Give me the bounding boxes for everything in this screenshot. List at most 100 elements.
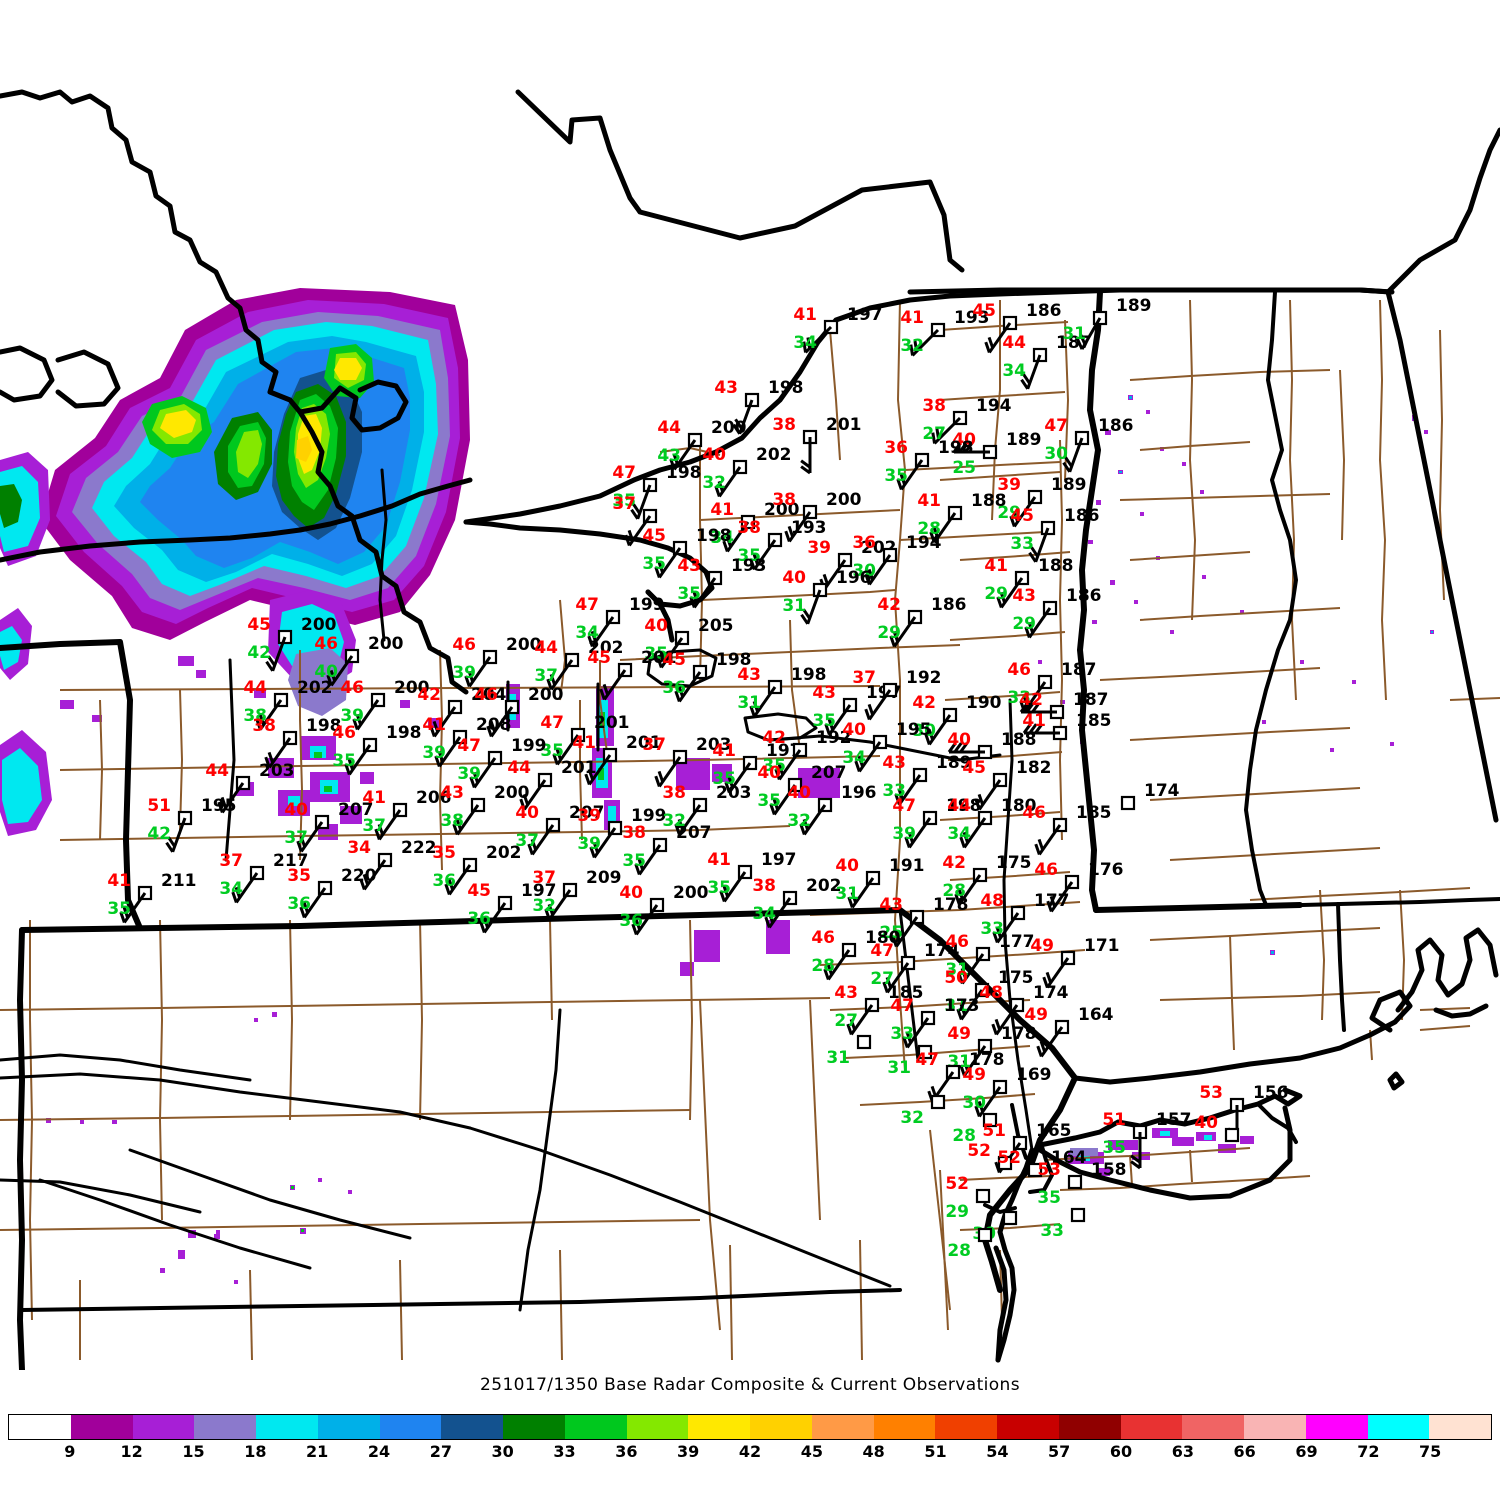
station-plot[interactable]: 52 164 (997, 1148, 1087, 1178)
station-plot[interactable]: 43 27 185 (834, 983, 924, 1036)
station-plot[interactable]: 46 31 177 (945, 932, 1035, 985)
station-plot[interactable]: 53 156 (1199, 1083, 1289, 1143)
station-plot[interactable]: 46 200 (474, 685, 564, 738)
station-plot[interactable]: 49 30 169 (962, 1065, 1052, 1118)
station-plot[interactable]: 44 37 202 (534, 638, 624, 691)
station-plot[interactable]: 42 35 192 (762, 728, 852, 781)
station-plot[interactable]: 40 32 196 (787, 783, 877, 836)
station-plot[interactable]: 45 35 198 (642, 526, 732, 579)
station-plot[interactable]: 34 222 (347, 838, 437, 891)
station-plot[interactable]: 45 42 200 (247, 615, 337, 672)
map-canvas[interactable]: 41 34 197 41 32 193 45 186 44 34 187 31 189 43 198 44 43… (0, 0, 1500, 1370)
station-plot[interactable]: 38 201 (772, 415, 862, 475)
station-plot[interactable]: 48 33 177 (980, 891, 1070, 944)
station-plot[interactable]: 47 34 199 (575, 595, 665, 648)
station-plot[interactable]: 37 32 209 (532, 868, 622, 921)
station-plot[interactable]: 41 185 (1022, 711, 1112, 741)
station-plot[interactable]: 45 33 186 (1010, 506, 1100, 563)
station-plot[interactable]: 35 36 202 (432, 843, 522, 896)
station-plot[interactable]: 35 36 220 (287, 866, 377, 919)
station-plot[interactable]: 32 (900, 1094, 946, 1128)
station-plot[interactable]: 40 32 202 (702, 445, 792, 498)
station-plot[interactable]: 43 38 200 (440, 783, 530, 836)
station-plot[interactable]: 44 201 (507, 758, 597, 811)
station-plot[interactable]: 41 201 (572, 733, 662, 786)
station-plot[interactable]: 49 171 (1030, 936, 1120, 989)
station-plot[interactable]: 40 31 191 (835, 856, 925, 909)
station-plot[interactable]: 41 32 193 (900, 308, 990, 357)
station-plot[interactable]: 42 187 (1019, 690, 1109, 720)
station-plot[interactable]: 40 34 195 (842, 720, 932, 773)
station-plot[interactable]: 47 39 199 (457, 736, 547, 789)
station-plot[interactable]: 28 (947, 1227, 993, 1261)
station-plot[interactable]: 47 35 198 (612, 463, 702, 520)
station-plot[interactable]: 40 35 207 (757, 763, 847, 816)
station-plot[interactable]: 42 28 175 (942, 853, 1032, 906)
station-plot[interactable]: 40 36 200 (619, 883, 709, 936)
station-plot[interactable]: 46 35 198 (332, 723, 422, 776)
station-plot[interactable]: 41 37 206 (362, 788, 452, 841)
station-plot[interactable]: 52 (967, 1141, 1013, 1171)
station-plot[interactable]: 31 (887, 1044, 933, 1078)
station-plot[interactable]: 41 29 188 (984, 556, 1074, 609)
station-plot[interactable]: 41 34 197 (793, 305, 883, 354)
station-plot[interactable]: 31 189 (1062, 296, 1152, 350)
station-plot[interactable]: 42 30 190 (912, 693, 1002, 746)
station-plot[interactable]: 40 31 196 (782, 568, 872, 625)
station-plot[interactable]: 41 28 188 (917, 491, 1007, 544)
station-plot[interactable]: 51 35 157 (1102, 1110, 1192, 1170)
station-plot[interactable]: 44 203 (205, 761, 295, 814)
station-plot[interactable]: 37 192 (852, 668, 942, 721)
station-plot[interactable]: 44 43 200 (657, 418, 747, 471)
station-plot[interactable]: 33 (1040, 1207, 1086, 1241)
station-plot[interactable]: 48 174 (979, 983, 1069, 1036)
station-plot[interactable]: 43 29 186 (1012, 586, 1102, 639)
station-plot[interactable]: 43 31 198 (737, 665, 827, 718)
station-plot[interactable]: 51 165 (982, 1121, 1072, 1174)
station-plot[interactable]: 39 202 (807, 538, 897, 591)
station-plot[interactable]: 36 30 194 (852, 533, 942, 586)
station-plot[interactable]: 53 35 158 (1037, 1160, 1126, 1208)
station-plot[interactable]: 50 31 175 (944, 968, 1034, 1021)
station-plot[interactable]: 46 185 (1022, 803, 1112, 856)
station-plot[interactable]: 38 200 (772, 490, 862, 543)
station-plot[interactable]: 174 (1120, 781, 1180, 811)
station-plot[interactable]: 28 (952, 1112, 998, 1146)
station-plot[interactable]: 38 32 203 (662, 783, 752, 836)
station-plot[interactable]: 44 38 202 (243, 678, 333, 731)
station-plot[interactable]: 42 29 186 (877, 595, 967, 648)
station-plot[interactable]: 41 35 211 (107, 871, 197, 924)
station-plot[interactable]: 46 39 200 (452, 635, 542, 688)
station-plot[interactable]: 40 188 (947, 730, 1037, 760)
station-plot[interactable]: 39 39 199 (577, 806, 667, 859)
station-plot[interactable]: 45 36 197 (467, 881, 557, 934)
station-plot[interactable]: 45 186 (972, 301, 1062, 354)
station-plot[interactable]: 37 (612, 494, 658, 547)
station-plot[interactable]: 47 30 186 (1044, 416, 1134, 473)
station-plot[interactable]: 40 37 207 (284, 800, 374, 853)
station-plot[interactable]: 46 33 187 (1007, 660, 1097, 713)
station-plot[interactable]: 37 34 217 (219, 851, 309, 904)
station-plot[interactable]: 39 29 189 (997, 475, 1087, 528)
station-plot[interactable]: 46 176 (1034, 860, 1124, 913)
station-plot[interactable]: 46 40 200 (314, 634, 404, 687)
station-plot[interactable]: 46 39 200 (340, 678, 430, 731)
station-plot[interactable]: 45 182 (962, 758, 1052, 811)
station-plot[interactable]: 47 35 201 (540, 713, 630, 766)
station-plot[interactable]: 40 35 205 (644, 616, 734, 669)
station-plot[interactable]: 43 25 178 (879, 895, 969, 948)
station-plot[interactable]: 43 198 (714, 378, 804, 435)
station-plot[interactable]: 37 203 (642, 735, 732, 788)
station-plot[interactable]: 45 36 198 (662, 650, 752, 703)
station-plot[interactable]: 31 (826, 1034, 872, 1068)
station-plot[interactable]: 47 39 198 (892, 796, 982, 849)
station-plot[interactable]: 47 27 174 (870, 941, 960, 994)
station-plot[interactable]: 40 25 189 (952, 430, 1041, 478)
station-plot[interactable]: 51 42 195 (147, 796, 237, 853)
station-plot[interactable]: 44 34 180 (947, 796, 1037, 849)
station-plot[interactable]: 41 39 208 (422, 715, 512, 768)
station-plot[interactable]: 49 164 (1024, 1005, 1114, 1058)
